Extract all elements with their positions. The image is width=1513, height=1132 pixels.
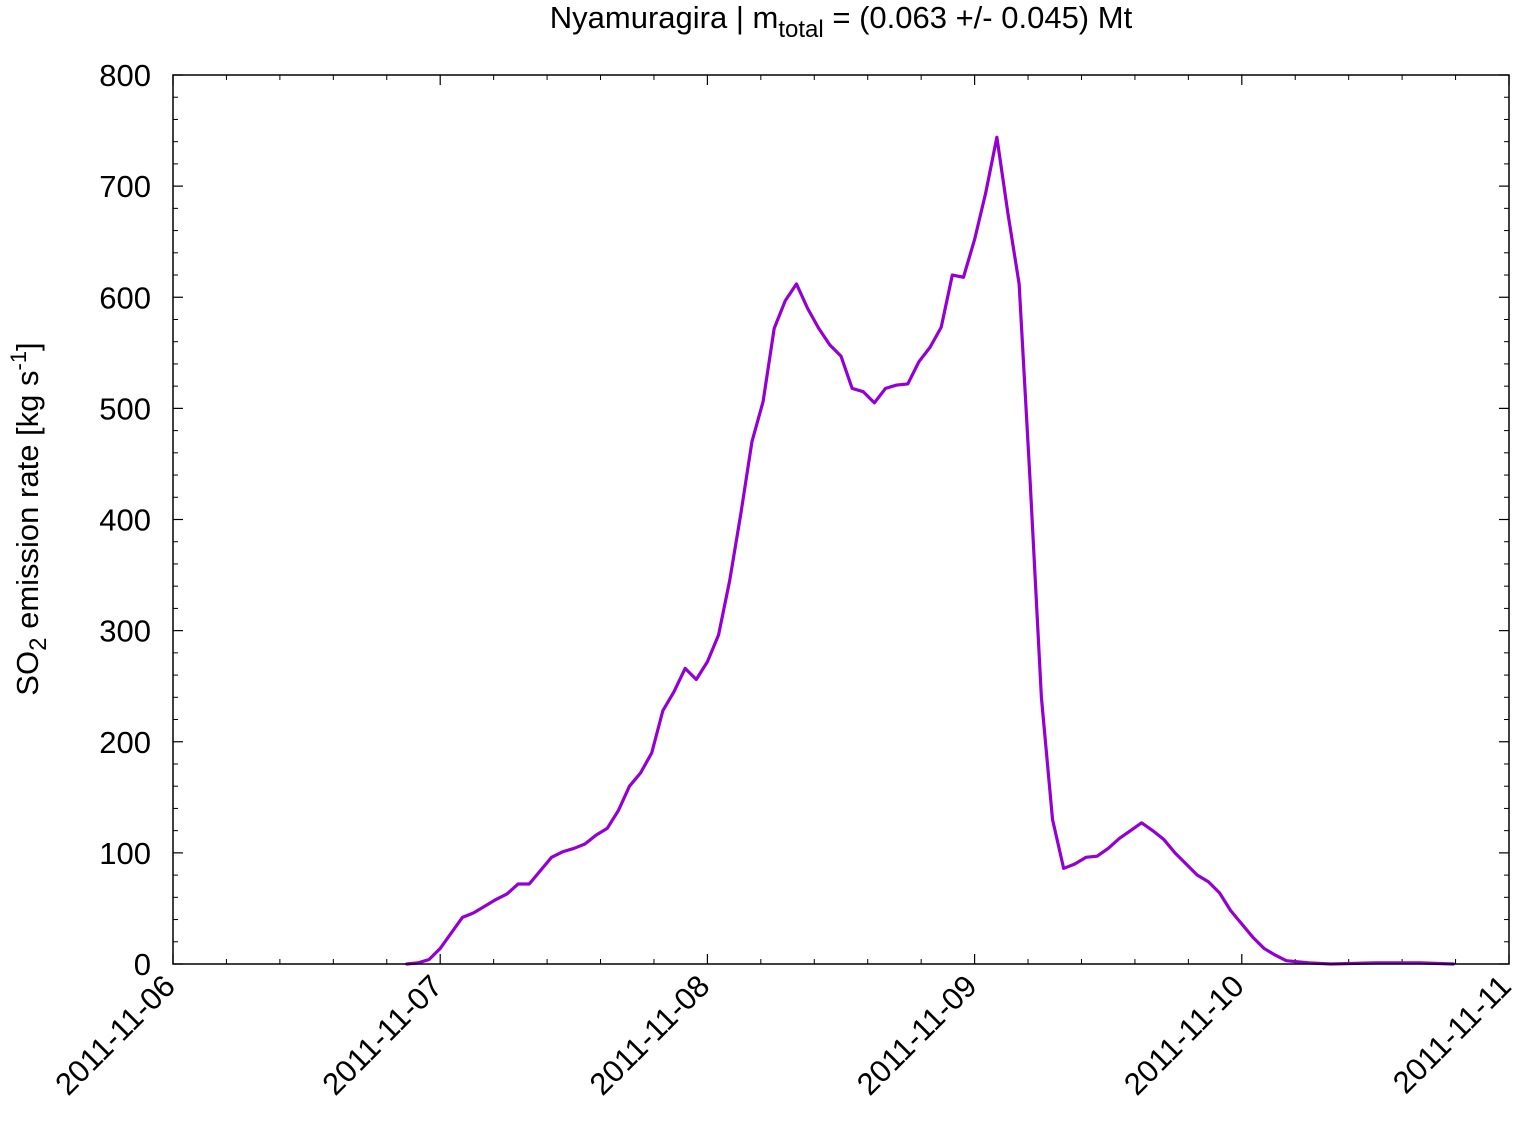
- plot-frame: [172, 74, 1510, 965]
- y-axis-label: SO2 emission rate [kg s-1]: [6, 342, 52, 695]
- y-axis-label-subscript: 2: [25, 638, 52, 651]
- y-tick-label: 700: [99, 169, 151, 204]
- chart-title: Nyamuragira | mtotal = (0.063 +/- 0.045)…: [550, 0, 1133, 43]
- series-line: [405, 135, 1455, 966]
- y-tick-label: 800: [99, 58, 151, 93]
- x-tick-label: 2011-11-07: [316, 968, 450, 1102]
- y-tick-label: 400: [99, 503, 151, 538]
- y-tick-label: 200: [99, 725, 151, 760]
- x-tick-label: 2011-11-08: [583, 968, 717, 1102]
- x-tick-label: 2011-11-10: [1117, 968, 1251, 1102]
- y-axis-label-prefix: SO: [10, 651, 45, 696]
- x-tick-label: 2011-11-09: [850, 968, 984, 1102]
- y-axis-label-suffix: ]: [10, 342, 45, 351]
- x-tick-label: 2011-11-11: [1386, 968, 1513, 1100]
- axes: 0 100 200 300 400 500 600 700 800 2011-11-06 2011-…: [48, 58, 1513, 1102]
- y-tick-label: 100: [99, 836, 151, 871]
- series-layer: [405, 135, 1455, 966]
- y-tick-label: 300: [99, 614, 151, 649]
- y-axis-label-superscript: -1: [6, 351, 31, 371]
- chart-title-suffix: = (0.063 +/- 0.045) Mt: [824, 0, 1133, 35]
- chart-title-subscript: total: [778, 16, 823, 43]
- y-tick-label: 600: [99, 280, 151, 315]
- chart-title-prefix: Nyamuragira | m: [550, 0, 779, 35]
- x-tick-label: 2011-11-06: [48, 968, 182, 1102]
- y-tick-label: 500: [99, 391, 151, 426]
- y-tick-label: 0: [134, 947, 151, 982]
- y-axis-label-middle: emission rate [kg s: [10, 370, 45, 637]
